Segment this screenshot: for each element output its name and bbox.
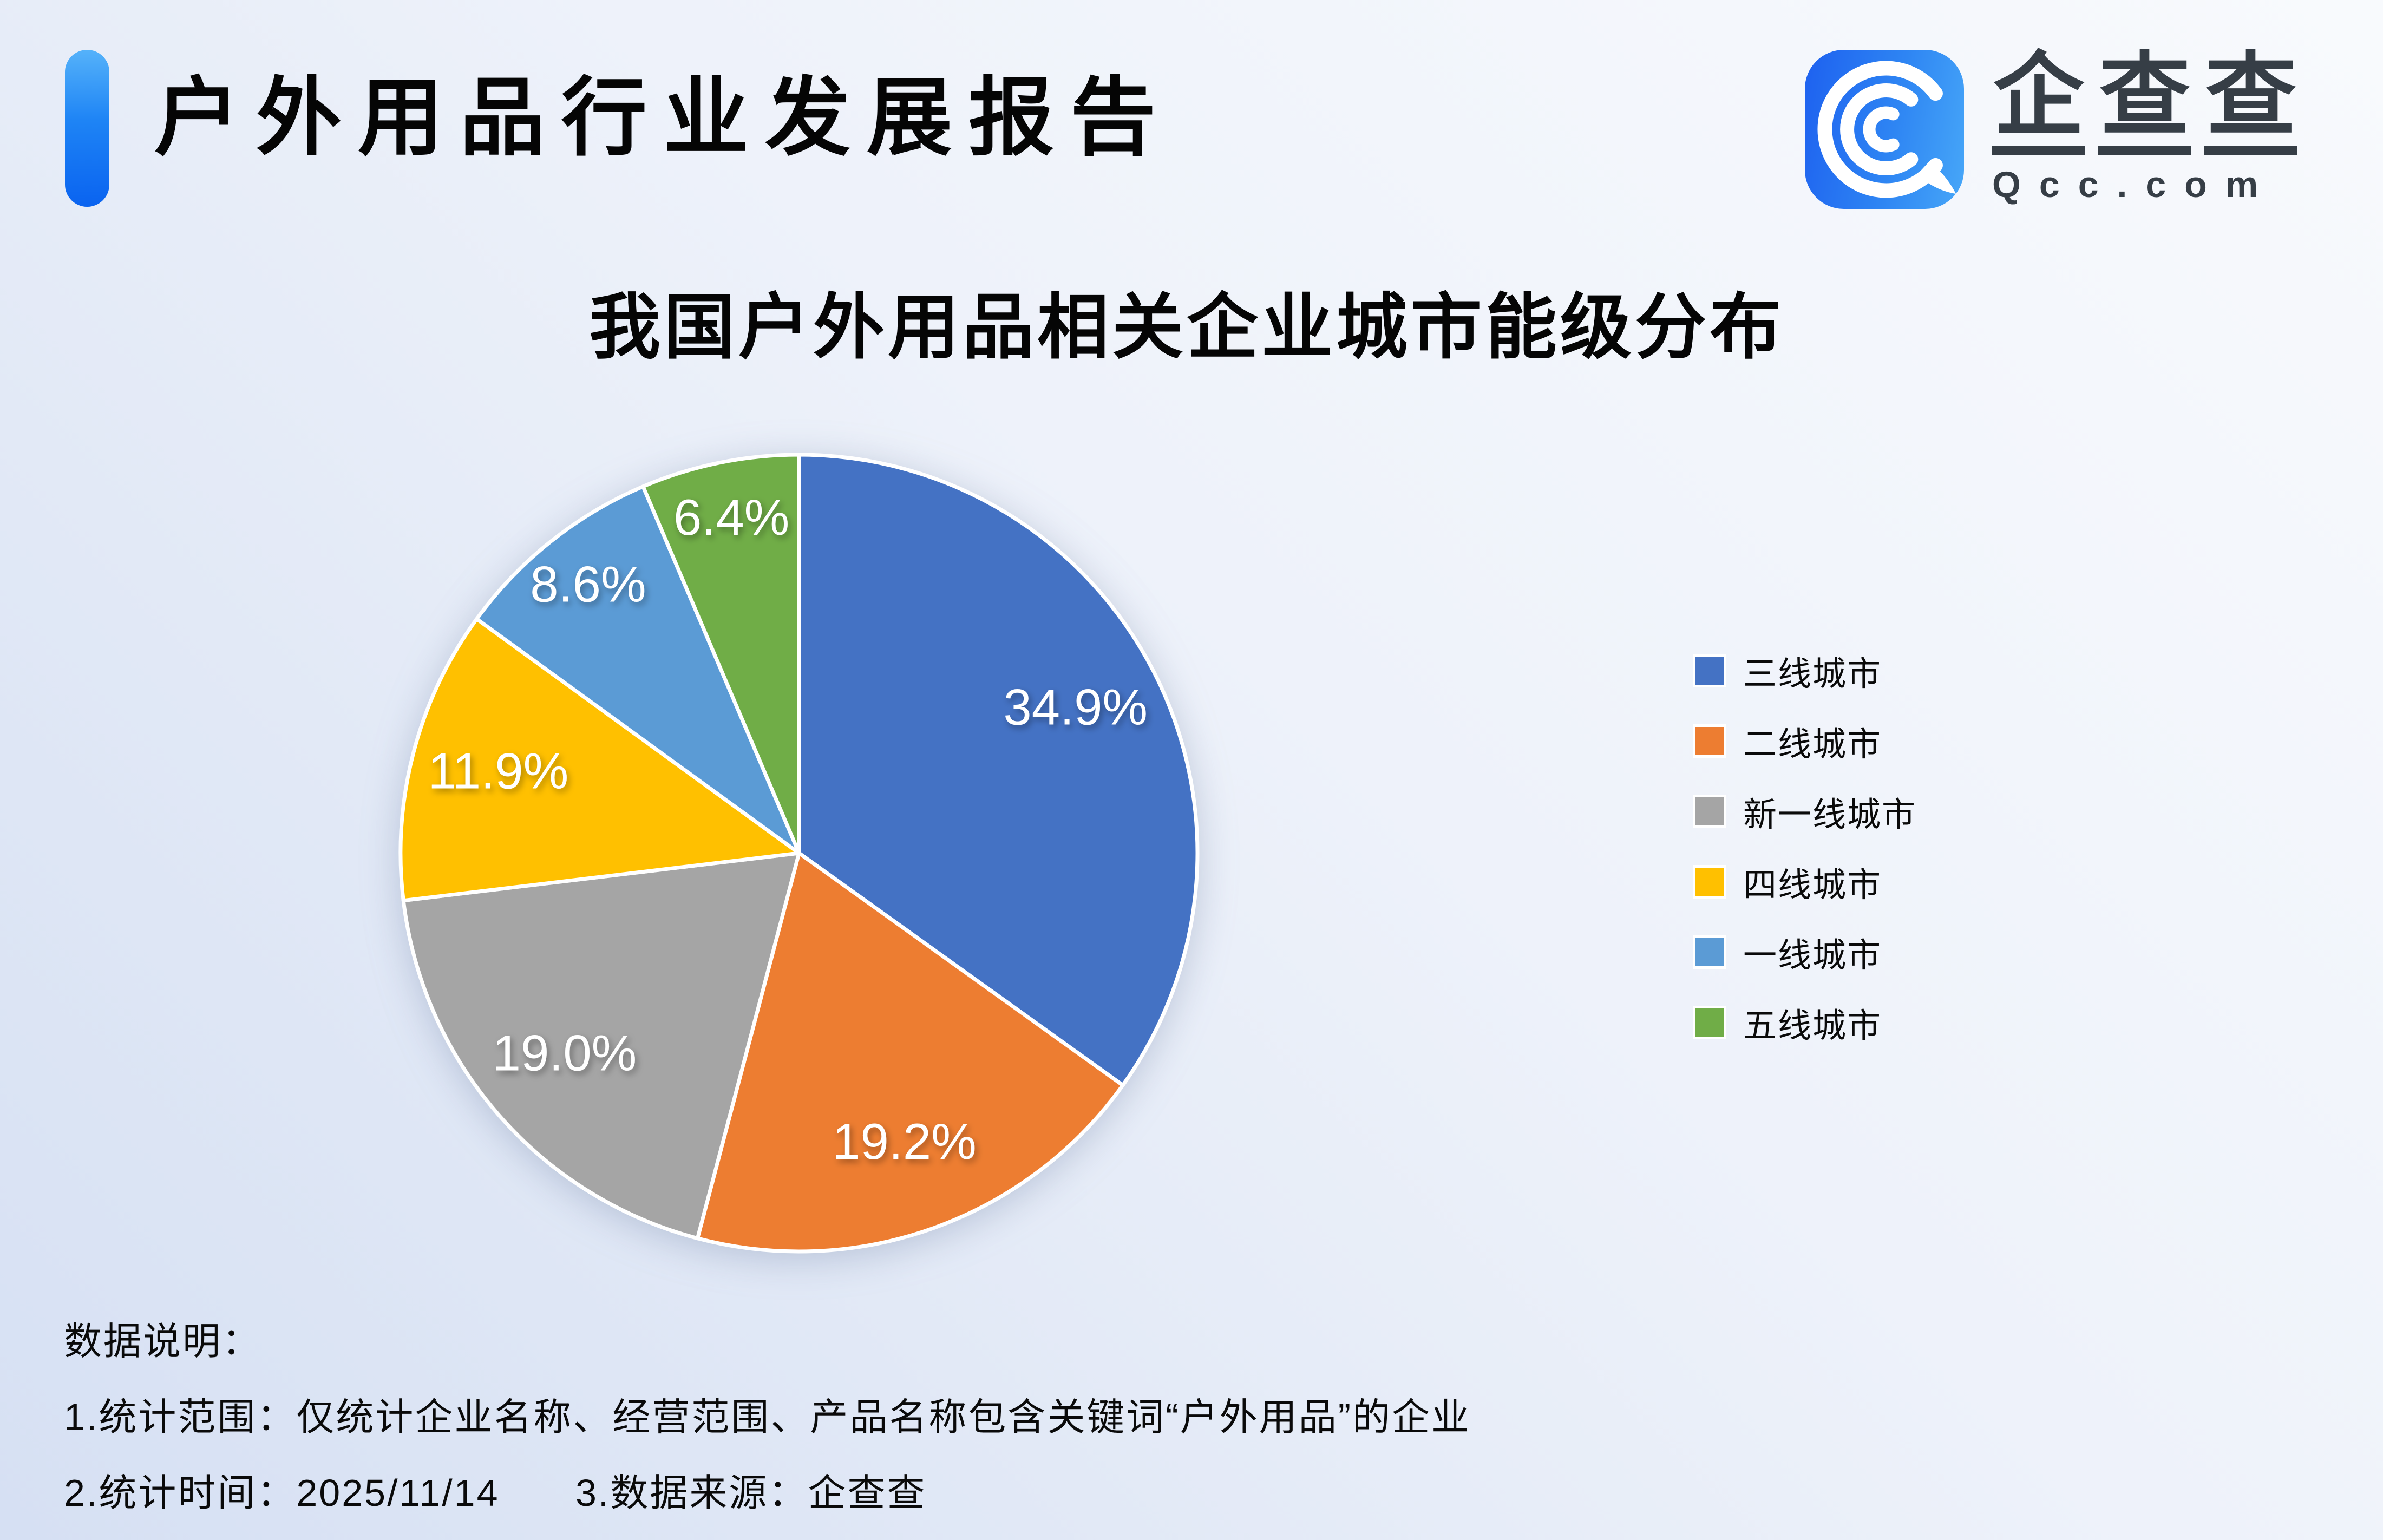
logo-brand-char: 查 (2204, 50, 2297, 155)
pie-slice-label-5: 6.4% (673, 489, 789, 546)
legend-label: 新一线城市 (1743, 796, 1917, 834)
chart-title: 我国户外用品相关企业城市能级分布 (589, 287, 1784, 367)
qcc-logo: 企查查 Qcc.com (1805, 50, 2297, 209)
pie-slice-label-2: 19.0% (493, 1025, 637, 1082)
pie-slice-0 (797, 453, 1200, 1087)
pie-slice-5 (641, 453, 801, 855)
legend-label: 一线城市 (1743, 937, 1882, 974)
qcc-logo-square (1805, 50, 1964, 209)
legend-label: 四线城市 (1743, 867, 1882, 904)
footnote-scope: 1.统计范围：仅统计企业名称、经营范围、产品名称包含关键词“户外用品”的企业 (64, 1396, 1471, 1438)
logo-brand-char: 查 (2098, 50, 2191, 155)
legend-label: 二线城市 (1743, 726, 1882, 763)
footnote-heading: 数据说明： (64, 1320, 261, 1362)
title-accent-bar (65, 50, 109, 207)
legend-swatch (1695, 1008, 1724, 1037)
pie-slice-label-3: 11.9% (428, 742, 569, 799)
legend-item-4: 一线城市 (1695, 934, 1916, 974)
pie-slice-1 (696, 851, 1125, 1254)
report-title: 户外用品行业发展报告 (154, 70, 1172, 166)
legend-swatch (1695, 797, 1724, 825)
pie-slice-4 (475, 484, 801, 855)
legend-label: 三线城市 (1743, 656, 1882, 693)
legend-item-5: 五线城市 (1695, 1004, 1916, 1045)
q-tail-shape (1917, 161, 1956, 194)
logo-brand-text: 企查查 (1992, 50, 2297, 155)
legend-item-2: 新一线城市 (1695, 793, 1916, 834)
legend-item-0: 三线城市 (1695, 652, 1916, 693)
qcc-logo-text: 企查查 Qcc.com (1992, 50, 2297, 209)
footnote-meta: 2.统计时间：2025/11/14 3.数据来源：企查查 (64, 1463, 926, 1517)
legend-label: 五线城市 (1743, 1007, 1882, 1045)
legend-item-3: 四线城市 (1695, 863, 1916, 904)
pie-slice-label-4: 8.6% (530, 555, 646, 612)
legend-swatch (1695, 938, 1724, 966)
pie-chart: 34.9% 19.2% 19.0% 11.9% 8.6% 6.4% (398, 453, 1200, 1254)
qcc-spiral-q-icon (1817, 61, 1956, 198)
pie-slice-3 (398, 617, 801, 903)
pie-slice-label-0: 34.9% (1003, 679, 1148, 736)
chart-legend: 三线城市二线城市新一线城市四线城市一线城市五线城市 (1695, 652, 1916, 1074)
footnote-time: 2.统计时间：2025/11/14 (64, 1472, 500, 1514)
legend-swatch (1695, 657, 1724, 685)
pie-slice-2 (401, 851, 801, 1241)
legend-swatch (1695, 727, 1724, 755)
legend-item-1: 二线城市 (1695, 723, 1916, 763)
legend-swatch (1695, 868, 1724, 896)
pie-slice-label-1: 19.2% (832, 1113, 977, 1170)
footnote-source: 3.数据来源：企查查 (575, 1472, 927, 1514)
logo-domain-text: Qcc.com (1992, 164, 2277, 205)
logo-brand-char: 企 (1992, 50, 2085, 155)
